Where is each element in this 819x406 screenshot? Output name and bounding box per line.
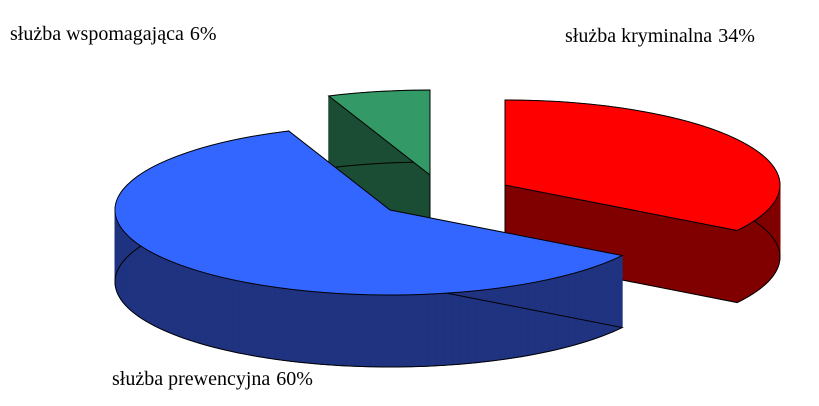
- slice-side: [541, 278, 550, 354]
- slice-side: [238, 280, 247, 355]
- slice-side: [427, 293, 437, 367]
- slice-side: [231, 279, 240, 354]
- slice-side: [483, 288, 492, 363]
- slice-side: [580, 268, 587, 344]
- slice-side: [218, 276, 227, 351]
- slice-label-name: służba kryminalna: [565, 25, 712, 47]
- slice-label: służba kryminalna 34%: [565, 25, 755, 47]
- slice-side: [568, 272, 576, 348]
- slice-side: [297, 289, 307, 364]
- slice-side: [267, 285, 276, 360]
- slice-side: [386, 294, 396, 368]
- slice-side: [586, 267, 593, 343]
- slice-side: [289, 288, 299, 363]
- slice-side: [561, 274, 569, 349]
- slice-side: [321, 291, 331, 366]
- slice-side: [498, 286, 507, 361]
- slice-side: [353, 293, 363, 367]
- slice-label-value: 34%: [718, 25, 755, 47]
- slice-side: [591, 265, 599, 341]
- slice-side: [394, 294, 404, 368]
- slice-side: [274, 286, 284, 361]
- slice-side: [451, 291, 461, 366]
- slice-side: [282, 287, 291, 362]
- slice-label-name: służba wspomagająca: [10, 23, 184, 45]
- slice-side: [762, 211, 766, 288]
- slice-side: [200, 271, 208, 346]
- slice-side: [260, 284, 269, 359]
- slice-side: [527, 281, 536, 356]
- slice-side: [138, 244, 143, 320]
- slice-side: [752, 218, 757, 295]
- slice-top: [504, 99, 781, 232]
- slice-side: [225, 277, 233, 353]
- slice-side: [378, 294, 388, 368]
- slice-side: [612, 257, 619, 333]
- slice-side: [574, 270, 582, 346]
- slice-label: służba wspomagająca 6%: [10, 23, 217, 45]
- slice-side: [149, 250, 155, 327]
- slice-side: [305, 290, 315, 365]
- slice-side: [475, 289, 484, 364]
- slice-side: [129, 236, 134, 313]
- slice-side: [490, 287, 500, 362]
- pie-slice: [504, 99, 781, 304]
- slice-side: [513, 284, 522, 359]
- slice-side: [520, 283, 529, 358]
- slice-side: [167, 259, 174, 335]
- slice-side: [361, 294, 371, 368]
- slice-side: [741, 225, 746, 302]
- pie-slice: [114, 130, 624, 368]
- slice-side: [142, 246, 147, 323]
- slice-side: [252, 283, 261, 358]
- slice-side: [607, 259, 614, 335]
- slice-side: [505, 285, 515, 360]
- slice-side: [162, 257, 169, 333]
- slice-top: [327, 89, 431, 177]
- slice-label-name: służba prewencyjna: [112, 368, 270, 390]
- slice-side: [402, 294, 412, 368]
- slice-side: [188, 267, 196, 343]
- slice-label: służba prewencyjna 60%: [112, 368, 313, 390]
- slice-label-value: 60%: [276, 368, 313, 390]
- slice-side: [555, 275, 563, 351]
- slice-side: [183, 265, 190, 341]
- slice-side: [748, 221, 754, 297]
- slice-side: [419, 293, 429, 367]
- slice-top: [114, 130, 624, 296]
- slice-side: [443, 292, 453, 366]
- slice-side: [313, 291, 323, 365]
- slice-side: [329, 292, 339, 366]
- slice-side: [410, 294, 420, 368]
- slice-side: [206, 272, 214, 348]
- slice-side: [194, 269, 201, 345]
- slice-side: [617, 254, 623, 331]
- slice-side: [756, 216, 761, 293]
- slice-side: [177, 263, 184, 339]
- slice-side: [467, 290, 477, 364]
- slice-side: [345, 293, 355, 367]
- slice-side: [459, 291, 469, 365]
- slice-label-value: 6%: [190, 23, 217, 45]
- slice-side: [597, 263, 604, 339]
- slice-side: [534, 280, 543, 355]
- slice-side: [135, 241, 140, 318]
- slice-side: [435, 292, 445, 367]
- pie-slice: [327, 89, 431, 249]
- slice-side: [745, 223, 750, 299]
- slice-side: [736, 227, 742, 304]
- slice-side: [245, 281, 254, 357]
- slice-side: [153, 253, 160, 329]
- slice-side: [172, 261, 179, 337]
- slice-side: [158, 255, 164, 331]
- slice-side: [212, 274, 220, 350]
- slice-side: [145, 248, 151, 325]
- slice-side: [369, 294, 379, 368]
- slice-side: [337, 293, 347, 367]
